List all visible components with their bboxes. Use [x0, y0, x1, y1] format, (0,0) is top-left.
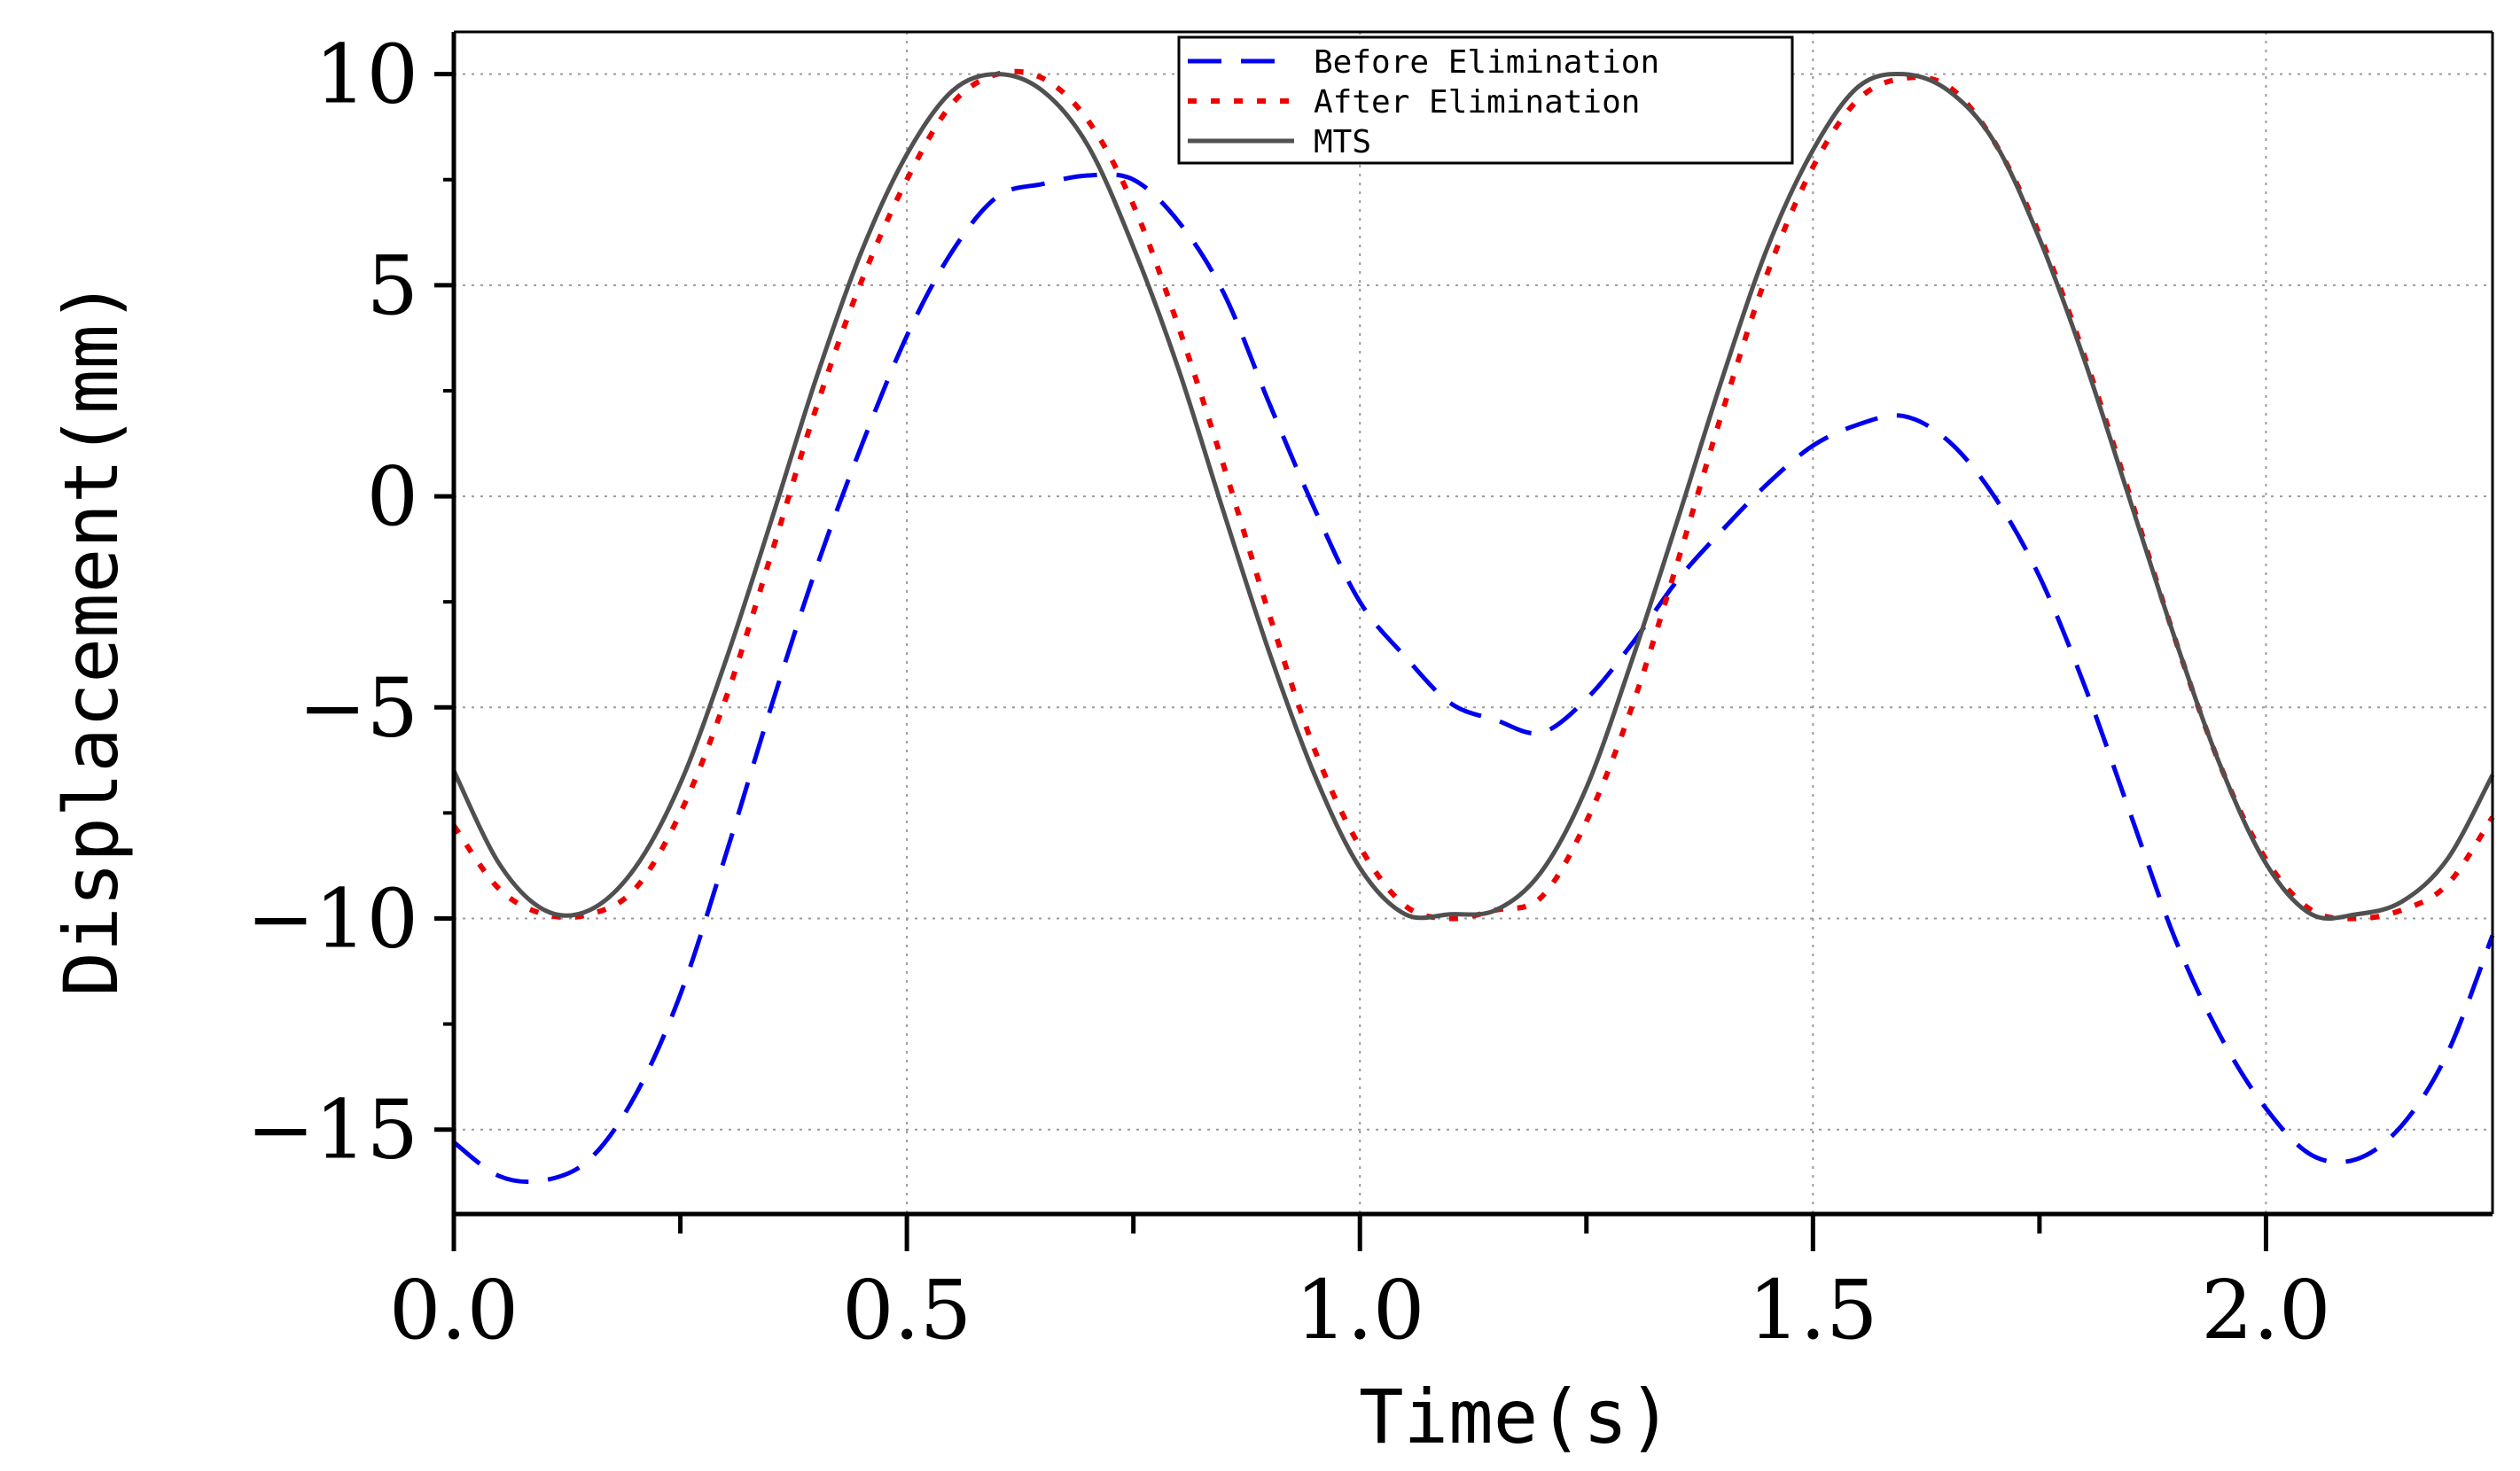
grid: [454, 32, 2493, 1214]
x-axis-title: Time(s): [1359, 1374, 1673, 1460]
series-line-before-elimination: [452, 172, 2495, 1185]
y-tick-label: −5: [298, 660, 418, 755]
legend-label-before: Before Elimination: [1314, 44, 1659, 81]
y-tick-label: −10: [246, 872, 418, 967]
y-tick-label: 10: [315, 27, 418, 122]
x-tick-label: 0.5: [842, 1263, 971, 1358]
y-tick-label: 0: [366, 449, 418, 544]
y-axis-title: Displacement(mm): [48, 279, 135, 996]
axes: [434, 30, 2494, 1251]
series-line-mts: [451, 71, 2495, 922]
y-tick-label: −15: [246, 1083, 418, 1178]
legend-label-mts: MTS: [1314, 124, 1371, 160]
legend-label-after: After Elimination: [1314, 84, 1640, 121]
series-line-after-elimination: [451, 68, 2495, 922]
x-tick-label: 1.0: [1295, 1263, 1424, 1358]
y-tick-label: 5: [366, 238, 418, 333]
series-layer: [451, 68, 2495, 1185]
x-tick-label: 1.5: [1748, 1263, 1877, 1358]
tick-labels: 0.0 0.5 1.0 1.5 2.0 10 5 0 −5 −10 −15: [246, 27, 2331, 1358]
x-tick-label: 2.0: [2201, 1263, 2330, 1358]
legend: Before Elimination After Elimination MTS: [1177, 35, 1794, 165]
x-tick-label: 0.0: [389, 1263, 519, 1358]
